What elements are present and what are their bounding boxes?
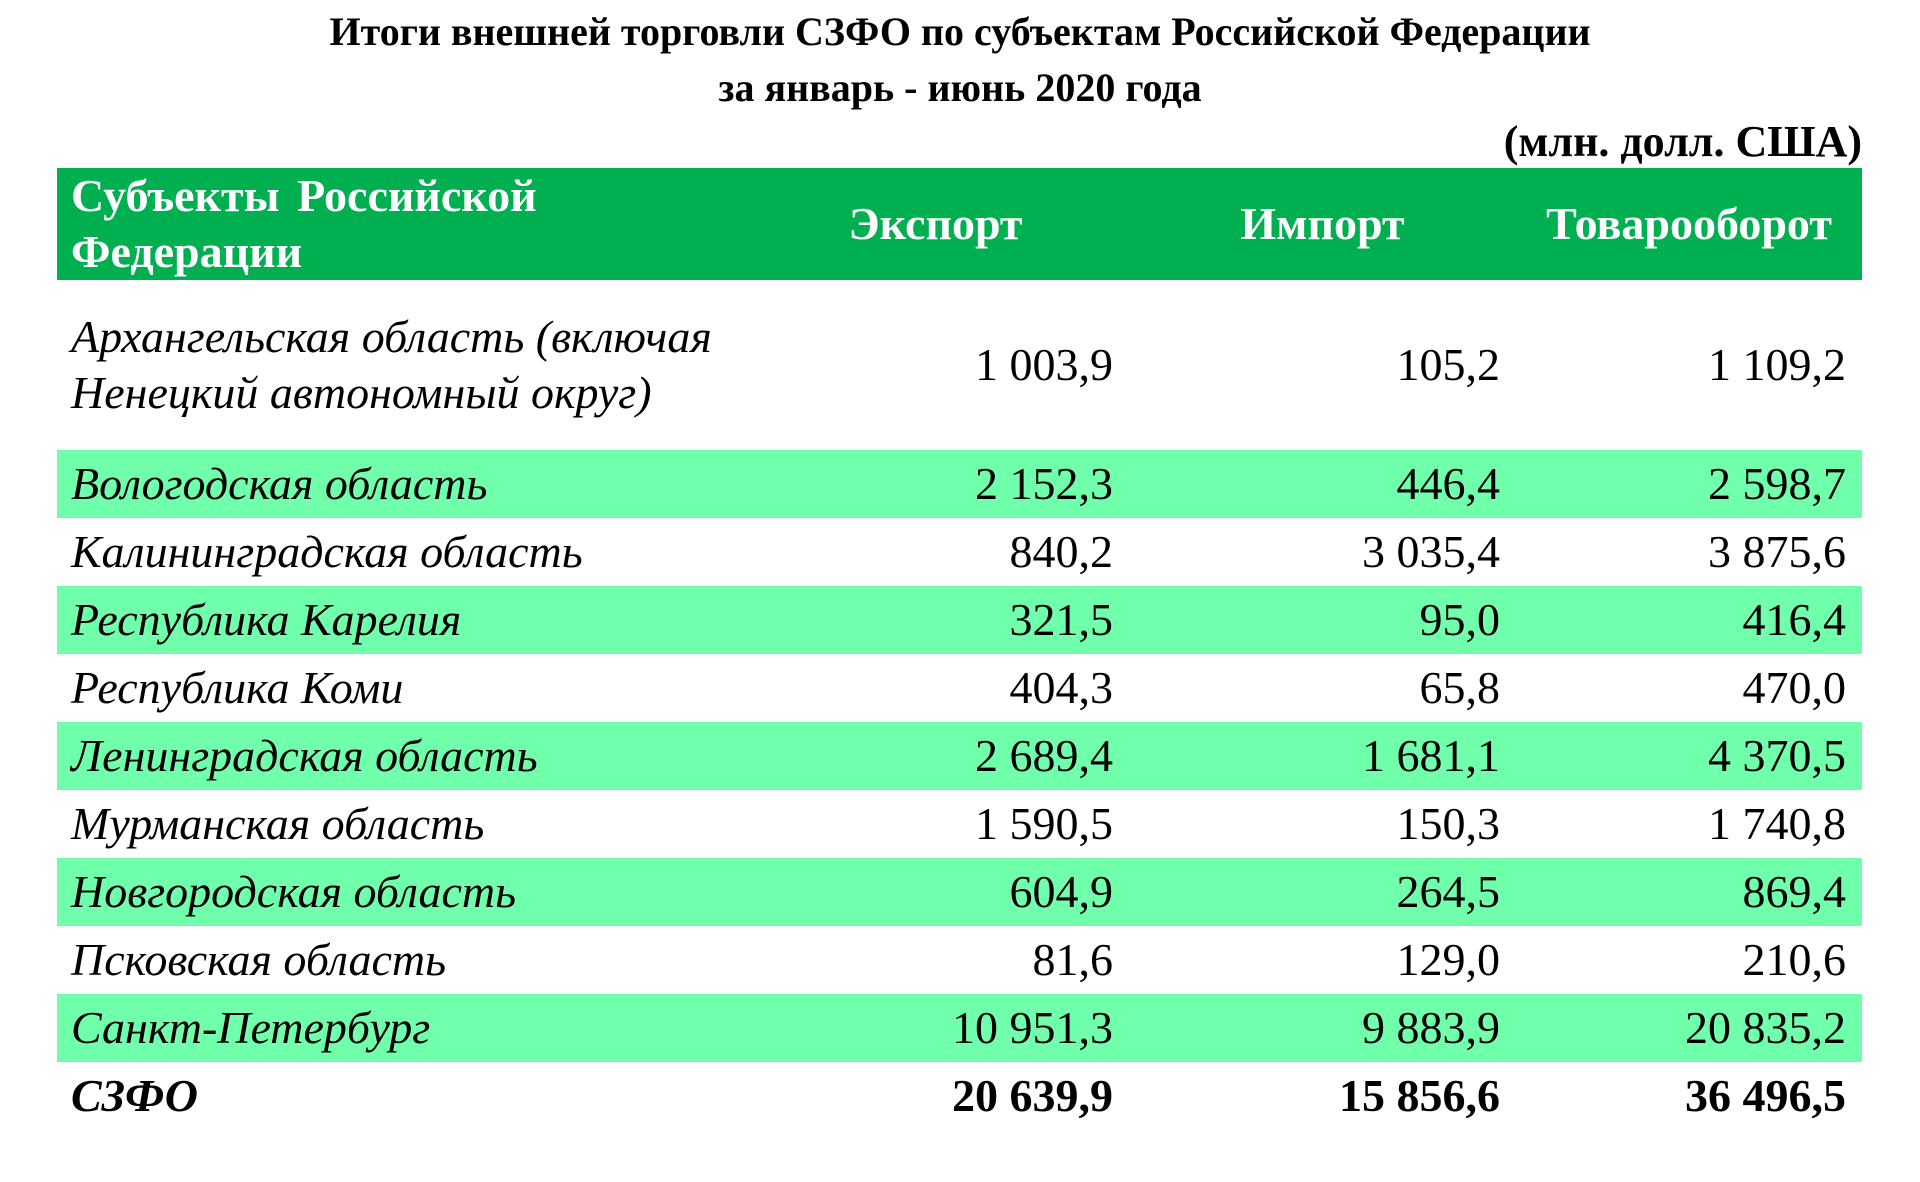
header-import: Импорт	[1129, 168, 1516, 280]
header-row: Субъекты Российской Федерации Экспорт Им…	[57, 168, 1862, 280]
export-value: 1 003,9	[975, 339, 1113, 390]
table-row: Калининградская область 840,2 3 035,4 3 …	[57, 518, 1862, 586]
page-title: Итоги внешней торговли СЗФО по субъектам…	[329, 9, 1591, 54]
table-body: Архангельская область (включая Ненецкий …	[57, 280, 1862, 1130]
header-turnover: Товарооборот	[1516, 168, 1862, 280]
import-value: 129,0	[1396, 934, 1501, 985]
export-value: 2 689,4	[742, 722, 1129, 790]
total-export-value: 20 639,9	[952, 1070, 1113, 1121]
import-value: 95,0	[1129, 586, 1516, 654]
turnover-value: 20 835,2	[1516, 994, 1862, 1062]
turnover-value: 4 370,5	[1516, 722, 1862, 790]
region-name: Республика Коми	[71, 662, 404, 713]
table-row: Республика Коми 404,3 65,8 470,0	[57, 654, 1862, 722]
region-name: Архангельская область (включая Ненецкий …	[71, 311, 712, 418]
table-row: Архангельская область (включая Ненецкий …	[57, 280, 1862, 450]
total-import-value: 15 856,6	[1339, 1070, 1500, 1121]
turnover-value: 1 740,8	[1708, 798, 1846, 849]
header-export: Экспорт	[742, 168, 1129, 280]
region-name: Псковская область	[71, 934, 447, 985]
import-value: 1 681,1	[1129, 722, 1516, 790]
export-value: 321,5	[742, 586, 1129, 654]
table-row: Санкт-Петербург 10 951,3 9 883,9 20 835,…	[57, 994, 1862, 1062]
turnover-value: 3 875,6	[1708, 526, 1846, 577]
page-subtitle-period: за январь - июнь 2020 года	[718, 65, 1202, 110]
header-region: Субъекты Российской Федерации	[57, 168, 742, 280]
import-value: 9 883,9	[1129, 994, 1516, 1062]
table-row: Псковская область 81,6 129,0 210,6	[57, 926, 1862, 994]
turnover-value: 210,6	[1742, 934, 1847, 985]
turnover-value: 869,4	[1516, 858, 1862, 926]
turnover-value: 470,0	[1742, 662, 1847, 713]
export-value: 81,6	[1032, 934, 1114, 985]
region-name: Вологодская область	[57, 450, 742, 518]
table-row: Новгородская область 604,9 264,5 869,4	[57, 858, 1862, 926]
import-value: 65,8	[1419, 662, 1501, 713]
export-value: 10 951,3	[742, 994, 1129, 1062]
import-value: 105,2	[1396, 339, 1501, 390]
export-value: 2 152,3	[742, 450, 1129, 518]
export-value: 1 590,5	[975, 798, 1113, 849]
total-label: СЗФО	[71, 1070, 198, 1121]
export-value: 604,9	[742, 858, 1129, 926]
turnover-value: 1 109,2	[1708, 339, 1846, 390]
unit-label: (млн. долл. США)	[1503, 117, 1862, 166]
turnover-value: 2 598,7	[1516, 450, 1862, 518]
trade-table: Субъекты Российской Федерации Экспорт Им…	[57, 168, 1862, 1130]
table-row: Вологодская область 2 152,3 446,4 2 598,…	[57, 450, 1862, 518]
region-name: Санкт-Петербург	[57, 994, 742, 1062]
import-value: 3 035,4	[1362, 526, 1500, 577]
export-value: 404,3	[1009, 662, 1114, 713]
table-row: Ленинградская область 2 689,4 1 681,1 4 …	[57, 722, 1862, 790]
region-name: Калининградская область	[71, 526, 583, 577]
total-row: СЗФО 20 639,9 15 856,6 36 496,5	[57, 1062, 1862, 1130]
export-value: 840,2	[1009, 526, 1114, 577]
import-value: 150,3	[1396, 798, 1501, 849]
region-name: Мурманская область	[71, 798, 485, 849]
region-name: Ленинградская область	[57, 722, 742, 790]
import-value: 264,5	[1129, 858, 1516, 926]
import-value: 446,4	[1129, 450, 1516, 518]
turnover-value: 416,4	[1516, 586, 1862, 654]
table-row: Республика Карелия 321,5 95,0 416,4	[57, 586, 1862, 654]
table-row: Мурманская область 1 590,5 150,3 1 740,8	[57, 790, 1862, 858]
region-name: Новгородская область	[57, 858, 742, 926]
total-turnover-value: 36 496,5	[1685, 1070, 1846, 1121]
table-header: Субъекты Российской Федерации Экспорт Им…	[57, 168, 1862, 280]
region-name: Республика Карелия	[57, 586, 742, 654]
